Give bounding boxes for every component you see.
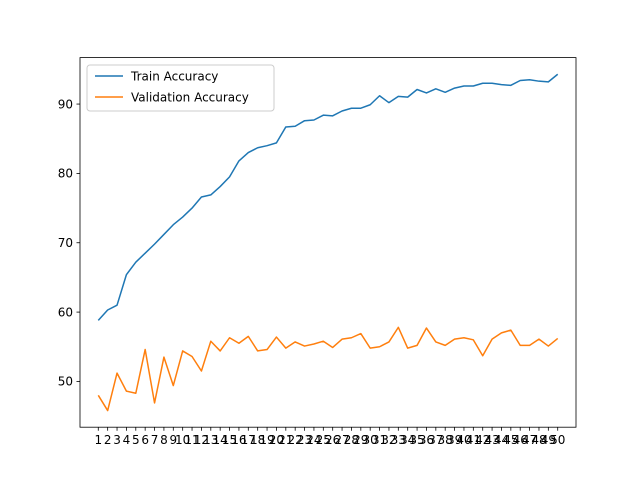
x-tick-label: 16 — [231, 433, 246, 447]
x-axis: 1 2 3 4 5 6 7 8 91011121314151617181920212223242… — [94, 427, 565, 447]
x-tick-label: 35 — [409, 433, 424, 447]
x-tick-label: 11 — [184, 433, 199, 447]
y-tick-label: 70 — [58, 236, 73, 250]
x-tick-label: 4 — [123, 433, 131, 447]
x-tick-label: 43 — [484, 433, 499, 447]
x-tick-label: 23 — [297, 433, 312, 447]
x-tick-label: 3 — [113, 433, 121, 447]
x-tick-label: 48 — [531, 433, 546, 447]
x-tick-label: 9 — [169, 433, 177, 447]
x-tick-label: 32 — [381, 433, 396, 447]
x-tick-label: 44 — [494, 433, 509, 447]
x-tick-label: 50 — [550, 433, 565, 447]
x-tick-label: 18 — [250, 433, 265, 447]
x-tick-label: 8 — [160, 433, 168, 447]
x-tick-label: 45 — [503, 433, 518, 447]
x-tick-label: 19 — [259, 433, 274, 447]
x-tick-label: 2 — [104, 433, 112, 447]
x-tick-label: 33 — [391, 433, 406, 447]
x-tick-label: 46 — [513, 433, 528, 447]
x-tick-label: 36 — [419, 433, 434, 447]
series-line-validation-accuracy — [97, 326, 559, 412]
x-tick-label: 25 — [316, 433, 331, 447]
y-tick-label: 50 — [58, 375, 73, 389]
x-tick-label: 20 — [269, 433, 284, 447]
x-tick-label: 47 — [522, 433, 537, 447]
x-tick-label: 41 — [466, 433, 481, 447]
x-tick-label: 40 — [456, 433, 471, 447]
x-tick-label: 29 — [353, 433, 368, 447]
legend-label-train: Train Accuracy — [130, 70, 218, 84]
y-tick-label: 60 — [58, 305, 73, 319]
legend-label-validation: Validation Accuracy — [131, 91, 249, 105]
x-tick-label: 10 — [175, 433, 190, 447]
series-line-train-accuracy — [97, 73, 559, 321]
x-tick-label: 28 — [344, 433, 359, 447]
x-tick-label: 31 — [372, 433, 387, 447]
x-tick-label: 38 — [438, 433, 453, 447]
x-tick-label: 1 — [94, 433, 102, 447]
x-tick-label: 6 — [141, 433, 149, 447]
x-tick-label: 5 — [132, 433, 140, 447]
x-tick-label: 37 — [428, 433, 443, 447]
x-tick-label: 34 — [400, 433, 415, 447]
x-tick-label: 15 — [222, 433, 237, 447]
x-tick-label: 39 — [447, 433, 462, 447]
y-tick-label: 80 — [58, 167, 73, 181]
x-tick-label: 26 — [325, 433, 340, 447]
x-tick-label: 17 — [241, 433, 256, 447]
x-tick-label: 7 — [151, 433, 159, 447]
x-tick-label: 49 — [541, 433, 556, 447]
series-layer — [97, 73, 559, 412]
x-tick-label: 42 — [475, 433, 490, 447]
legend: Train Accuracy Validation Accuracy — [86, 64, 275, 112]
x-tick-label: 21 — [278, 433, 293, 447]
x-tick-label: 24 — [306, 433, 321, 447]
y-tick-label: 90 — [58, 97, 73, 111]
x-tick-label: 14 — [213, 433, 228, 447]
y-axis: 50 60 70 80 90 — [58, 97, 80, 389]
x-tick-label: 12 — [194, 433, 209, 447]
legend-box — [86, 64, 275, 112]
x-tick-label: 13 — [203, 433, 218, 447]
x-tick-label: 22 — [288, 433, 303, 447]
x-tick-label: 27 — [334, 433, 349, 447]
x-tick-label: 30 — [363, 433, 378, 447]
